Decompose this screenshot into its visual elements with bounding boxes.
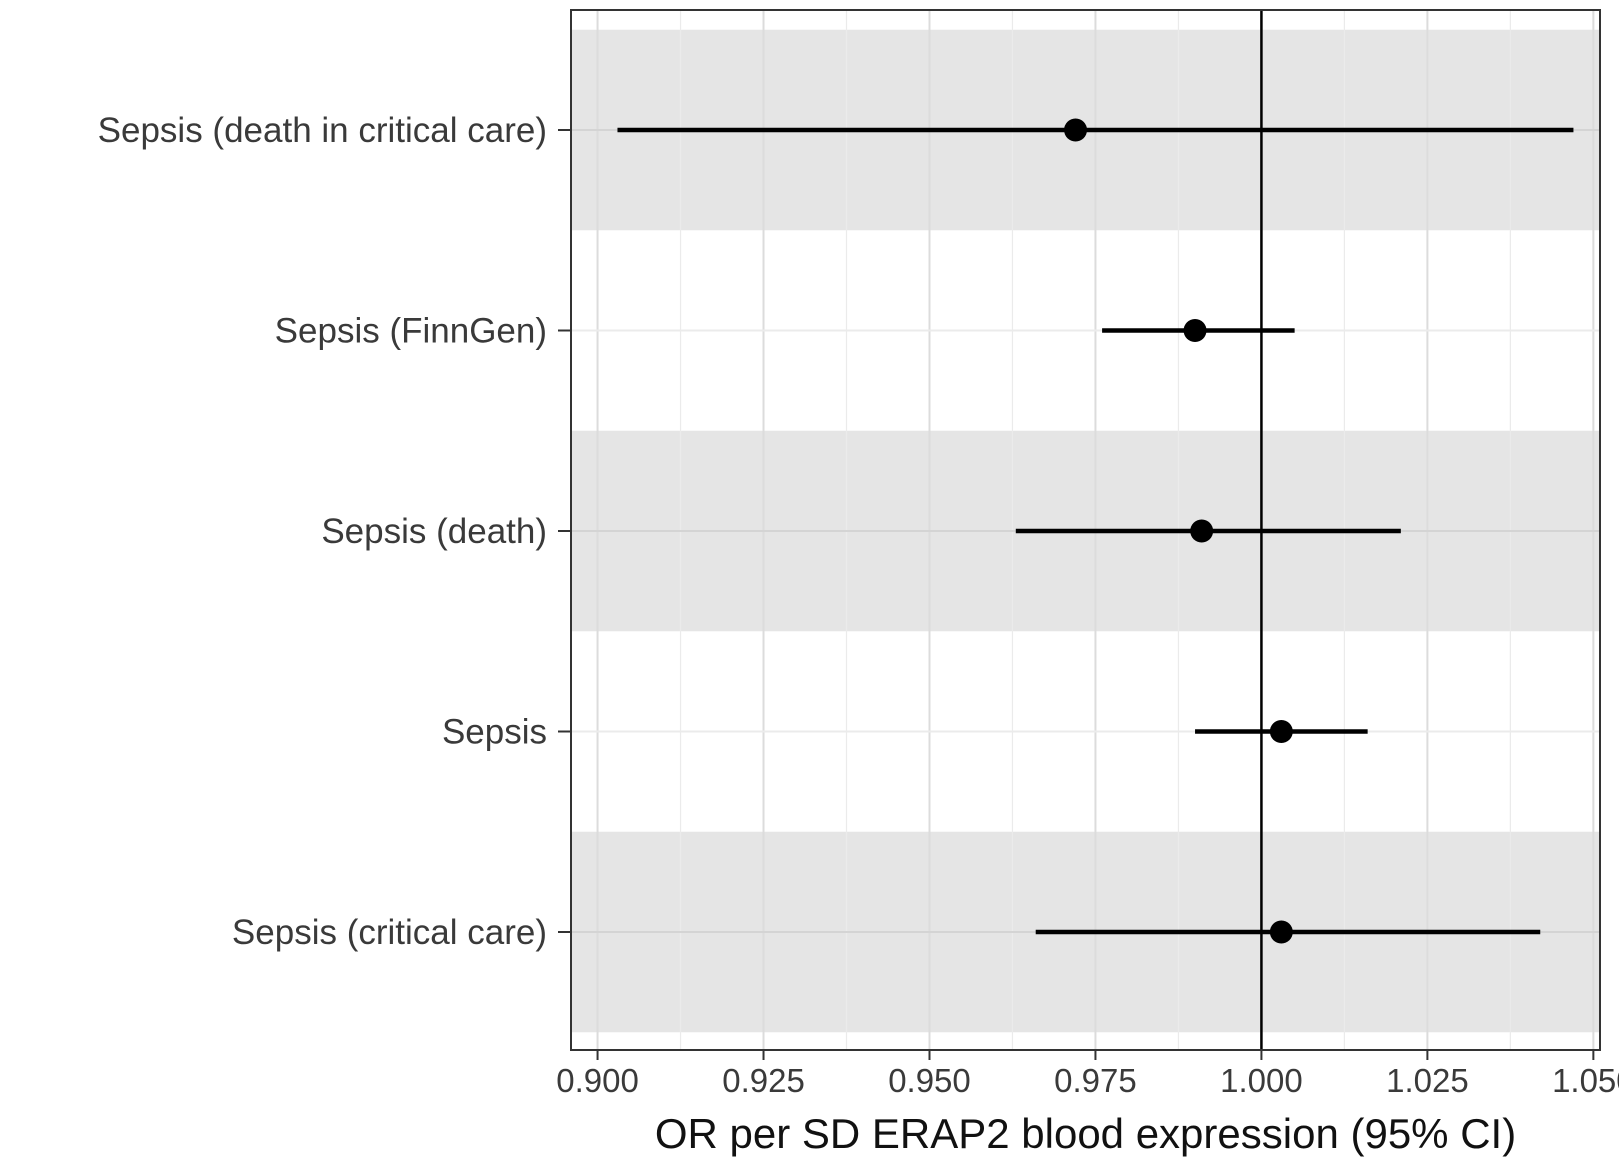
- y-axis-label: Sepsis (death): [321, 512, 547, 551]
- x-axis-title: OR per SD ERAP2 blood expression (95% CI…: [655, 1110, 1516, 1157]
- x-tick-label: 0.975: [1054, 1062, 1137, 1099]
- x-tick-label: 1.000: [1220, 1062, 1303, 1099]
- y-axis-label: Sepsis (death in critical care): [98, 111, 547, 150]
- estimate-point: [1190, 519, 1214, 543]
- estimate-point: [1064, 118, 1088, 142]
- x-axis-ticks: 0.900 0.925 0.950 0.975 1.000 1.025 1.050: [556, 1050, 1619, 1099]
- estimate-point: [1269, 720, 1293, 743]
- x-tick-label: 0.950: [888, 1062, 971, 1099]
- estimate-layer: [617, 118, 1574, 944]
- y-axis-label: Sepsis (FinnGen): [275, 312, 547, 351]
- y-axis-label: Sepsis: [442, 713, 547, 752]
- estimate-point: [1269, 920, 1293, 944]
- x-tick-label: 1.050: [1552, 1062, 1619, 1099]
- x-tick-label: 0.900: [556, 1062, 639, 1099]
- y-axis-labels: Sepsis (death in critical care) Sepsis (F…: [98, 111, 571, 952]
- x-tick-label: 1.025: [1386, 1062, 1469, 1099]
- x-tick-label: 0.925: [722, 1062, 805, 1099]
- estimate-point: [1183, 319, 1207, 342]
- y-axis-label: Sepsis (critical care): [232, 913, 547, 952]
